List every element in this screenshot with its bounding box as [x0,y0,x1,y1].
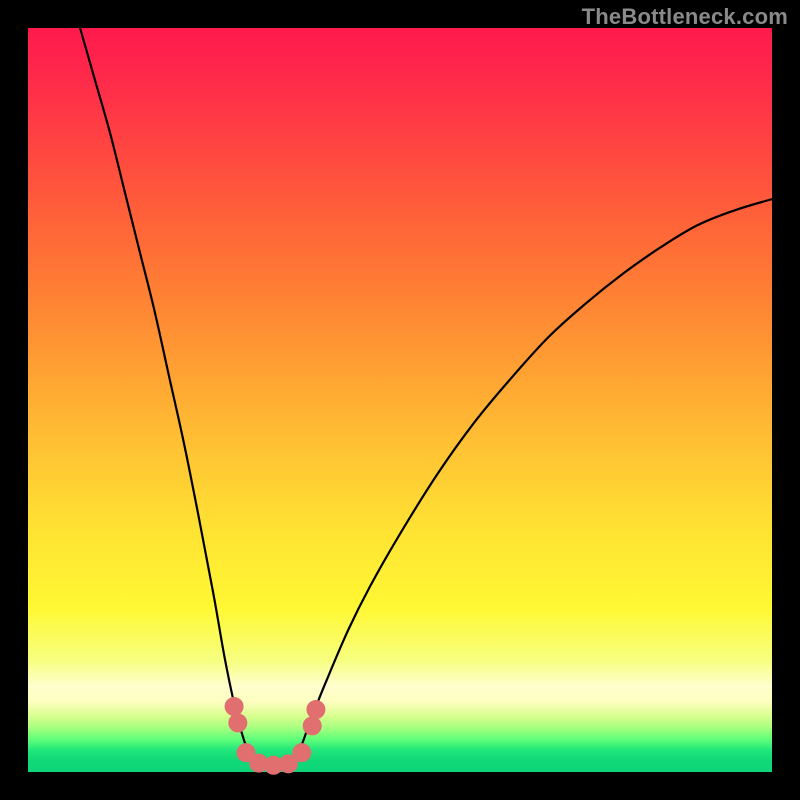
data-marker [225,698,243,716]
data-marker [229,714,247,732]
bottleneck-chart [0,0,800,800]
data-marker [293,744,311,762]
data-marker [307,701,325,719]
plot-background [28,28,772,772]
watermark-text: TheBottleneck.com [582,4,788,30]
data-marker [303,717,321,735]
